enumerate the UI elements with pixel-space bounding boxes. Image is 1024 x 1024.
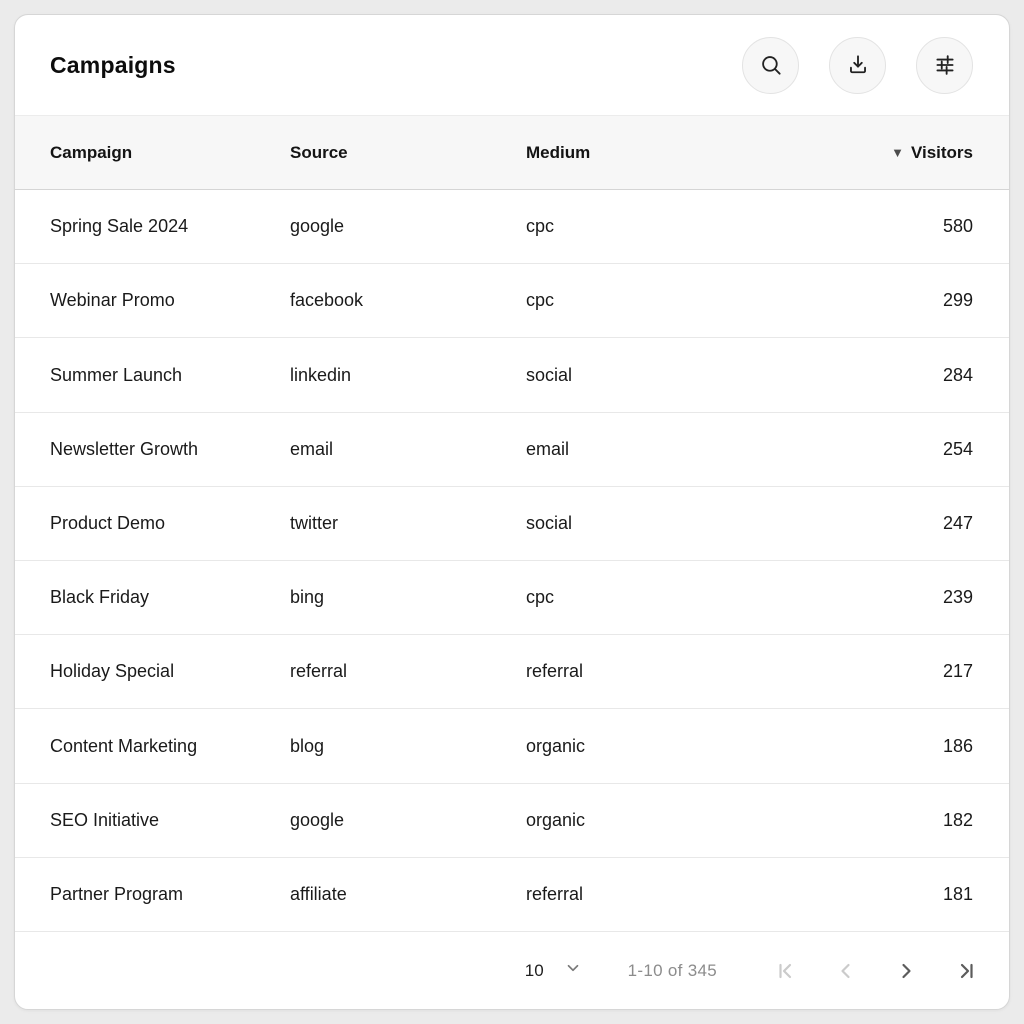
chevron-right-icon xyxy=(894,959,918,983)
column-header-campaign[interactable]: Campaign xyxy=(50,142,133,162)
cell-medium: social xyxy=(526,364,573,385)
cell-visitors: 182 xyxy=(942,809,973,830)
table-row: SEO Initiative google organic 182 xyxy=(15,784,1009,858)
pagination-range-label: 1-10 of 345 xyxy=(627,960,717,980)
column-header-source[interactable]: Source xyxy=(290,142,348,162)
cell-visitors: 247 xyxy=(942,512,973,533)
cell-medium: organic xyxy=(526,809,586,830)
pagination-bar: 10 1-10 of 345 xyxy=(15,931,1009,1009)
pagination-nav xyxy=(773,958,979,984)
download-button[interactable] xyxy=(829,36,886,94)
cell-campaign: Summer Launch xyxy=(50,364,183,385)
header-actions xyxy=(742,36,973,94)
first-page-button[interactable] xyxy=(773,958,799,984)
cell-visitors: 239 xyxy=(942,587,973,608)
last-page-button[interactable] xyxy=(953,958,979,984)
cell-medium: organic xyxy=(526,735,586,756)
cell-visitors: 217 xyxy=(942,661,973,682)
column-header-visitors[interactable]: ▼ Visitors xyxy=(773,143,973,163)
page-size-value: 10 xyxy=(524,960,544,980)
first-page-icon xyxy=(774,959,798,983)
cell-visitors: 284 xyxy=(942,364,973,385)
table-row: Product Demo twitter social 247 xyxy=(15,487,1009,562)
cell-source: referral xyxy=(290,661,348,682)
cell-source: affiliate xyxy=(290,883,347,904)
table-row: Black Friday bing cpc 239 xyxy=(15,561,1009,636)
table-row: Summer Launch linkedin social 284 xyxy=(15,338,1009,413)
cell-campaign: Spring Sale 2024 xyxy=(50,216,189,237)
cell-source: linkedin xyxy=(290,364,352,385)
cell-source: bing xyxy=(290,587,325,608)
cell-medium: referral xyxy=(526,883,584,904)
search-icon xyxy=(758,52,784,78)
cell-source: google xyxy=(290,809,345,830)
cell-campaign: SEO Initiative xyxy=(50,809,160,830)
cell-campaign: Holiday Special xyxy=(50,661,175,682)
cell-source: email xyxy=(290,438,334,459)
cell-source: twitter xyxy=(290,512,339,533)
cell-source: facebook xyxy=(290,290,364,311)
table-row: Content Marketing blog organic 186 xyxy=(15,709,1009,784)
cell-source: blog xyxy=(290,735,325,756)
cell-visitors: 254 xyxy=(942,438,973,459)
page-title: Campaigns xyxy=(50,51,176,78)
cell-visitors: 580 xyxy=(942,216,973,237)
cell-medium: cpc xyxy=(526,587,555,608)
table-body: Spring Sale 2024 google cpc 580 Webinar … xyxy=(15,190,1009,931)
table-row: Webinar Promo facebook cpc 299 xyxy=(15,264,1009,339)
cell-source: google xyxy=(290,216,345,237)
last-page-icon xyxy=(954,959,978,983)
previous-page-button[interactable] xyxy=(833,958,859,984)
chevron-left-icon xyxy=(834,959,858,983)
cell-visitors: 186 xyxy=(942,735,973,756)
chevron-down-icon xyxy=(564,959,582,982)
cell-medium: email xyxy=(526,438,570,459)
cell-campaign: Content Marketing xyxy=(50,735,198,756)
cell-campaign: Product Demo xyxy=(50,512,166,533)
cell-medium: referral xyxy=(526,661,584,682)
download-icon xyxy=(845,52,871,78)
cell-campaign: Newsletter Growth xyxy=(50,438,199,459)
sort-desc-icon: ▼ xyxy=(891,144,904,160)
card-header: Campaigns xyxy=(15,15,1009,115)
filters-button[interactable] xyxy=(916,36,973,94)
next-page-button[interactable] xyxy=(893,958,919,984)
cell-medium: social xyxy=(526,512,573,533)
cell-visitors: 181 xyxy=(942,883,973,904)
cell-campaign: Partner Program xyxy=(50,883,184,904)
cell-visitors: 299 xyxy=(942,290,973,311)
table-row: Partner Program affiliate referral 181 xyxy=(15,858,1009,931)
table-header-row: Campaign Source Medium ▼ Visitors xyxy=(15,115,1009,190)
cell-medium: cpc xyxy=(526,290,555,311)
campaigns-card: Campaigns xyxy=(14,14,1010,1010)
cell-campaign: Webinar Promo xyxy=(50,290,175,311)
search-button[interactable] xyxy=(742,36,799,94)
table-row: Holiday Special referral referral 217 xyxy=(15,635,1009,710)
column-header-visitors-label: Visitors xyxy=(910,142,973,162)
filters-tune-icon xyxy=(932,52,958,78)
page-size-select[interactable]: 10 xyxy=(525,959,582,982)
cell-medium: cpc xyxy=(526,216,555,237)
table-row: Spring Sale 2024 google cpc 580 xyxy=(15,190,1009,265)
cell-campaign: Black Friday xyxy=(50,587,150,608)
column-header-medium[interactable]: Medium xyxy=(526,142,591,162)
table-row: Newsletter Growth email email 254 xyxy=(15,413,1009,487)
